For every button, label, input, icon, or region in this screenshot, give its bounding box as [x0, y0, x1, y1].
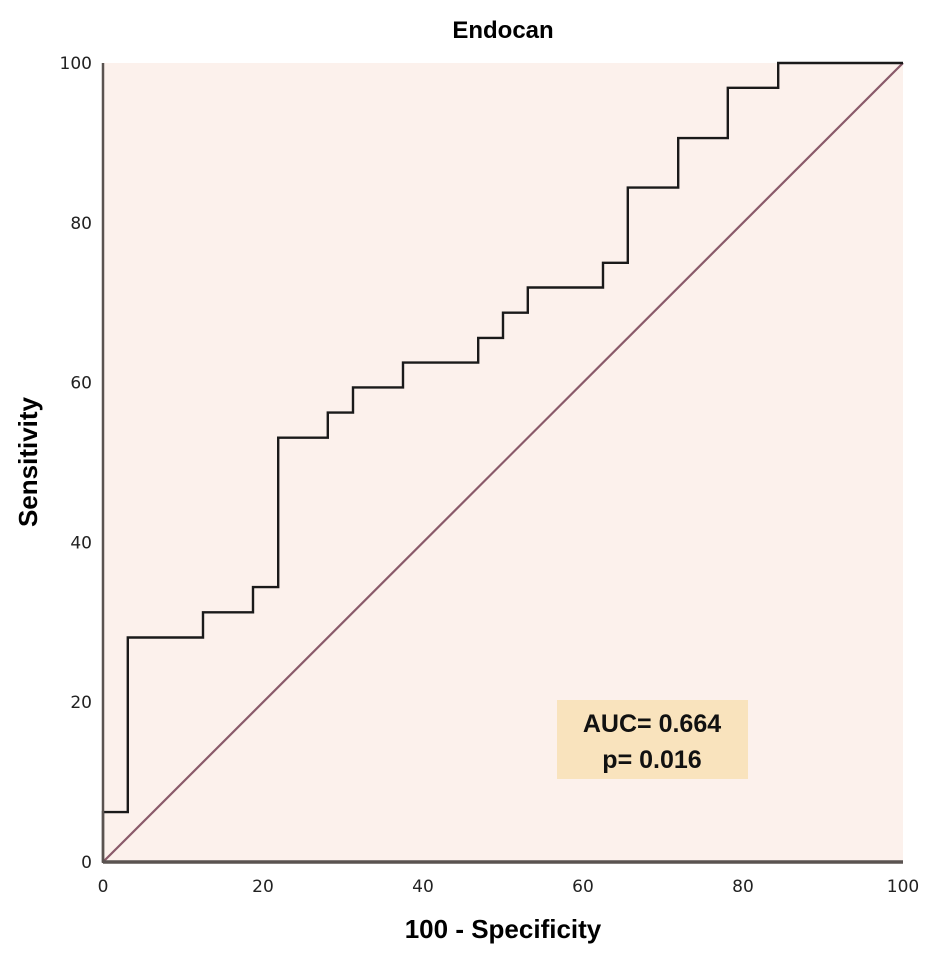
auc-annotation-box [557, 700, 748, 779]
p-value-label: p= 0.016 [602, 746, 701, 774]
roc-curve-line [101, 61, 903, 862]
reference-diagonal-line [102, 62, 904, 863]
x-tick-label: 20 [252, 877, 274, 897]
y-axis-label: Sensitivity [13, 396, 43, 527]
y-tick-label: 80 [70, 214, 92, 234]
x-tick-label: 0 [98, 877, 109, 897]
y-axis-ticks: 0 20 40 60 80 100 [60, 54, 92, 873]
auc-value-label: AUC= 0.664 [583, 710, 721, 738]
y-tick-label: 20 [70, 693, 92, 713]
y-tick-label: 0 [81, 853, 92, 873]
x-tick-label: 60 [572, 877, 594, 897]
auc-annotation: AUC= 0.664 p= 0.016 [557, 700, 748, 779]
chart-title: Endocan [452, 17, 553, 44]
x-axis-label: 100 - Specificity [405, 914, 602, 944]
x-axis-ticks: 0 20 40 60 80 100 [98, 877, 920, 897]
x-tick-label: 100 [887, 877, 919, 897]
y-tick-label: 100 [60, 54, 92, 74]
x-tick-label: 40 [412, 877, 434, 897]
x-tick-label: 80 [732, 877, 754, 897]
y-tick-label: 40 [70, 533, 92, 553]
y-tick-label: 60 [70, 374, 92, 394]
